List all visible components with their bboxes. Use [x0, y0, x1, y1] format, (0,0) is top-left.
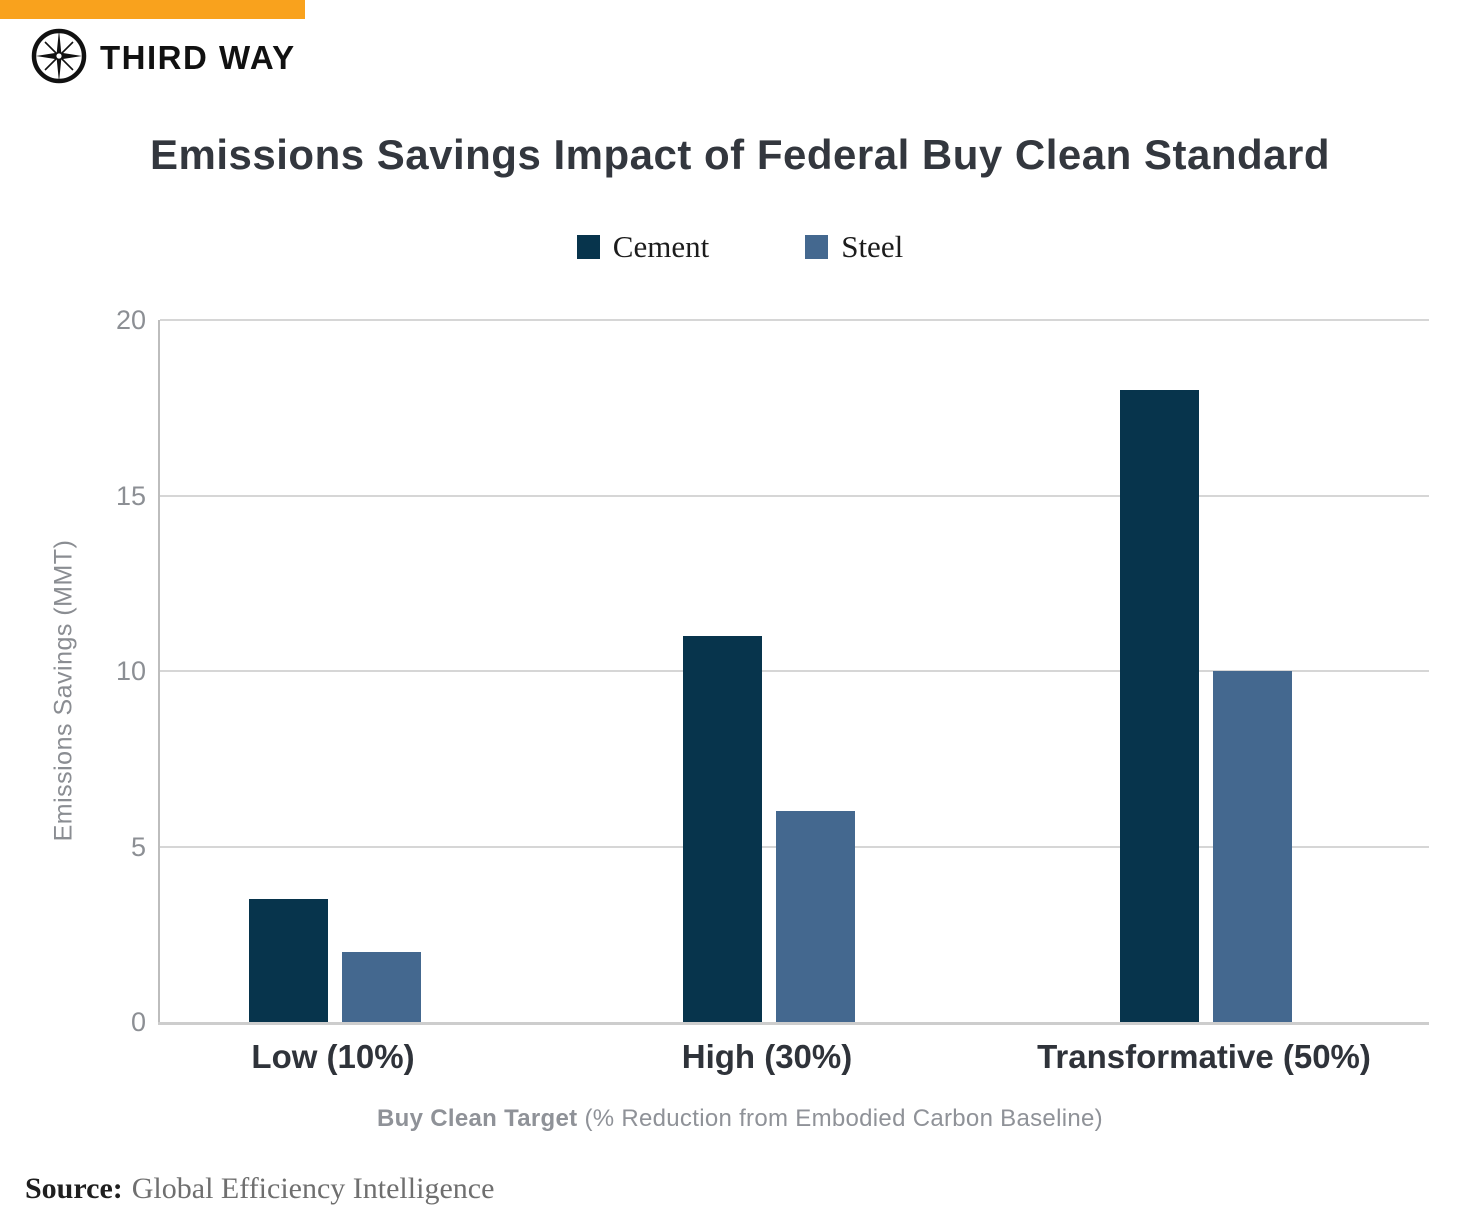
y-axis-title: Emissions Savings (MMT) — [49, 539, 78, 842]
legend-item-cement: Cement — [576, 229, 710, 265]
gridline-15 — [160, 494, 1429, 497]
bar-steel-1 — [342, 951, 421, 1022]
bar-steel-3 — [1213, 671, 1292, 1022]
source-line: Source: Global Efficiency Intelligence — [25, 1172, 494, 1206]
x-axis-title: Buy Clean Target (% Reduction from Embodi… — [0, 1105, 1480, 1133]
chart-title: Emissions Savings Impact of Federal Buy … — [150, 131, 1330, 178]
x-axis-title-bold: Buy Clean Target — [377, 1105, 578, 1132]
y-tick-label-10: 10 — [115, 656, 146, 686]
brand-logo: THIRD WAY — [30, 27, 296, 90]
plot-area — [158, 319, 1429, 1025]
category-label-1: Low (10%) — [251, 1038, 415, 1075]
y-tick-label-5: 5 — [130, 831, 146, 862]
category-label-3: Transformative (50%) — [1037, 1038, 1371, 1075]
legend-swatch-steel — [805, 235, 829, 259]
legend-item-steel: Steel — [805, 229, 903, 265]
category-label-2: High (30%) — [681, 1038, 853, 1075]
legend-label-cement: Cement — [612, 229, 710, 264]
bar-steel-2 — [776, 811, 855, 1022]
bar-cement-2 — [683, 635, 762, 1022]
x-axis-line — [158, 1022, 1429, 1025]
bar-cement-1 — [249, 899, 328, 1022]
bar-cement-3 — [1120, 390, 1199, 1022]
source-label: Source: — [25, 1172, 123, 1205]
compass-star-icon — [30, 27, 88, 90]
brand-name: THIRD WAY — [100, 39, 296, 76]
y-tick-label-0: 0 — [130, 1007, 146, 1037]
y-tick-label-15: 15 — [115, 480, 146, 511]
source-text: Global Efficiency Intelligence — [131, 1172, 495, 1205]
chart-legend: Cement Steel — [0, 229, 1480, 265]
gridline-20 — [160, 319, 1429, 321]
accent-bar — [0, 0, 305, 19]
y-tick-label-20: 20 — [115, 305, 146, 335]
legend-swatch-cement — [576, 235, 600, 259]
gridline-10 — [160, 670, 1429, 672]
legend-label-steel: Steel — [841, 229, 904, 264]
x-axis-title-regular: (% Reduction from Embodied Carbon Baseli… — [584, 1105, 1103, 1132]
